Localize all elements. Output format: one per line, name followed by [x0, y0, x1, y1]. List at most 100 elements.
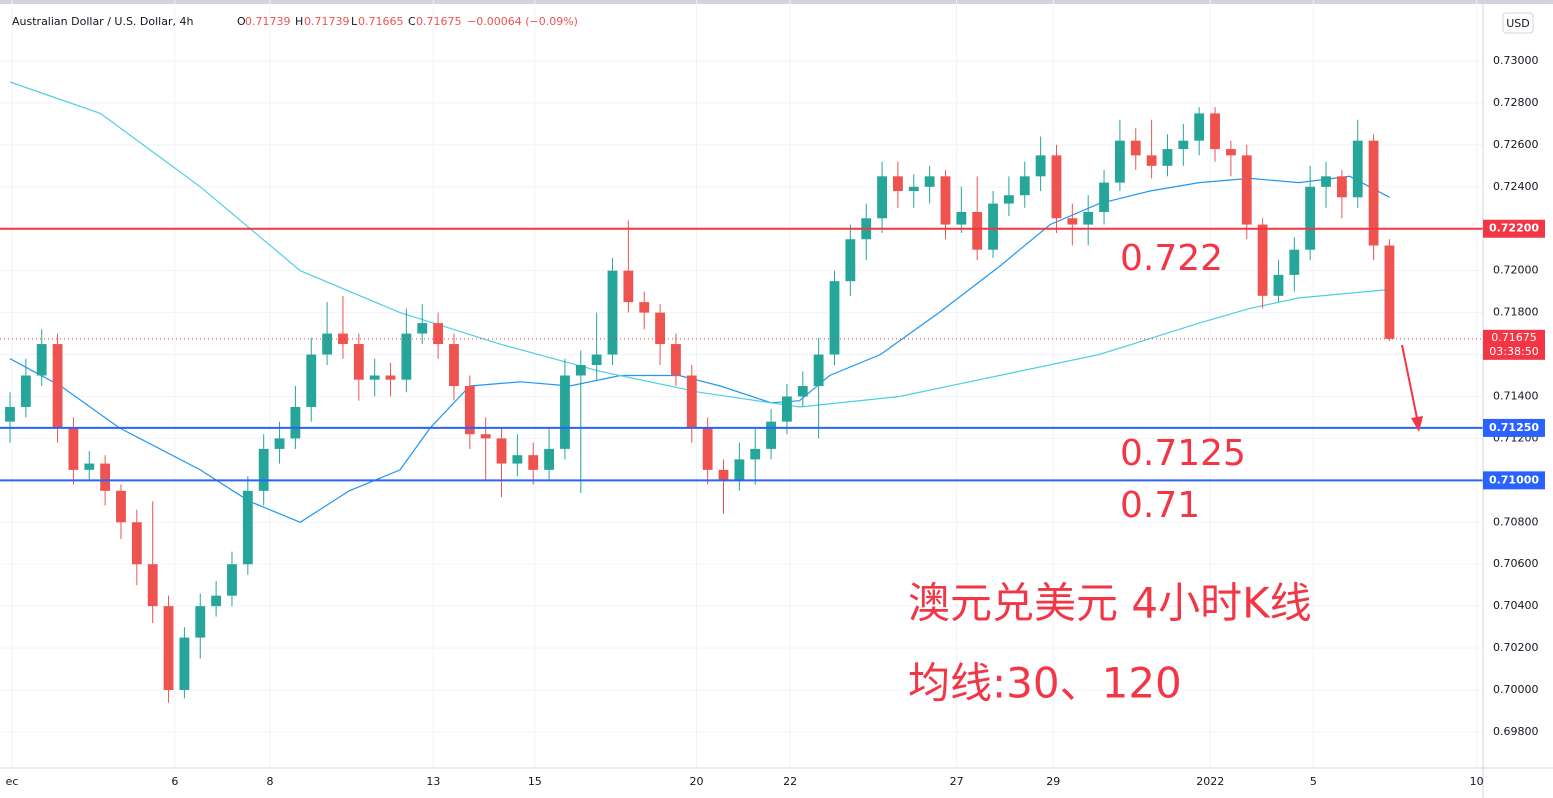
candle-body: [1241, 155, 1252, 225]
candle-body: [369, 375, 380, 380]
y-tick-label: 0.72800: [1493, 96, 1539, 109]
price-label-box: [1483, 219, 1545, 238]
ohlc-label: H: [295, 15, 303, 28]
candle-body: [258, 448, 269, 491]
candle-body: [1019, 176, 1030, 196]
candle-body: [1178, 140, 1189, 150]
candle-body: [893, 176, 903, 192]
candle-body: [924, 176, 935, 187]
candle-body: [702, 427, 713, 470]
candle-body: [1130, 140, 1141, 156]
candle-body: [655, 312, 665, 345]
annotation: 均线:30、120: [908, 659, 1182, 708]
candle-body: [195, 606, 206, 638]
annotation: 0.7125: [1120, 433, 1246, 474]
ohlc-value: 0.71675: [416, 15, 462, 28]
candle-body: [290, 406, 301, 439]
arrow-head: [1411, 416, 1423, 432]
candle-body: [623, 270, 634, 303]
candle-body: [385, 375, 396, 380]
last-price-box: [1483, 329, 1545, 360]
candle-body: [20, 375, 31, 407]
candle-body: [131, 522, 142, 565]
ohlc-value: 0.71739: [304, 15, 350, 28]
candle-body: [322, 333, 333, 355]
candle-body: [1194, 113, 1205, 141]
candle-body: [813, 354, 824, 386]
candle-body: [972, 211, 983, 250]
candle-body: [1099, 182, 1109, 212]
candle-body: [607, 270, 618, 355]
candle-body: [1336, 176, 1347, 198]
chart-title: Australian Dollar / U.S. Dollar, 4h: [12, 15, 193, 28]
candle-body: [417, 323, 428, 334]
candle-body: [829, 281, 840, 355]
y-tick-label: 0.70800: [1493, 515, 1539, 528]
candle-body: [1210, 113, 1220, 150]
candle-body: [480, 434, 491, 439]
x-tick-label: 5: [1310, 775, 1317, 788]
candle-body: [1003, 195, 1014, 204]
y-tick-label: 0.71800: [1493, 306, 1539, 319]
candle-body: [1051, 155, 1062, 219]
candle-body: [766, 421, 776, 449]
currency-box: [1502, 12, 1534, 34]
price-label-box: [1483, 471, 1545, 490]
annotation: 澳元兑美元 4小时K线: [908, 579, 1312, 628]
candle-body: [877, 176, 887, 219]
candle-body: [1352, 140, 1363, 198]
candle-body: [5, 406, 15, 422]
price-label-box: [1483, 418, 1545, 437]
y-tick-label: 0.71400: [1493, 389, 1539, 402]
x-tick-label: 22: [783, 775, 797, 788]
candle-body: [1321, 176, 1331, 187]
candle-body: [544, 448, 555, 470]
ohlc-label: C: [408, 15, 416, 28]
candle-body: [797, 385, 808, 397]
top-border: [0, 0, 1553, 4]
candle-body: [496, 438, 507, 464]
candle-body: [242, 490, 253, 565]
y-tick-label: 0.73000: [1493, 54, 1539, 67]
y-tick-label: 0.70400: [1493, 599, 1539, 612]
x-tick-label: 13: [426, 775, 440, 788]
candle-body: [575, 365, 586, 376]
x-tick-label: 8: [267, 775, 274, 788]
candle-body: [988, 203, 998, 250]
y-tick-label: 0.69800: [1493, 725, 1539, 738]
x-tick-label: 2022: [1196, 775, 1224, 788]
candle-body: [1273, 274, 1284, 296]
ohlc-value: 0.71739: [245, 15, 291, 28]
candle-body: [845, 239, 856, 282]
y-tick-label: 0.70200: [1493, 641, 1539, 654]
candle-body: [84, 463, 95, 470]
y-tick-label: 0.72400: [1493, 180, 1539, 193]
ohlc-label: L: [351, 15, 358, 28]
candle-body: [433, 323, 444, 345]
candle-body: [591, 354, 602, 366]
candle-body: [639, 302, 650, 313]
annotations: 0.722 0.7125 0.71 澳元兑美元 4小时K线 均线:30、120: [908, 238, 1312, 708]
x-tick-label: 15: [528, 775, 542, 788]
candle-body: [1067, 218, 1078, 225]
candle-body: [1146, 155, 1157, 166]
candle-body: [100, 463, 111, 491]
candle-body: [401, 333, 412, 380]
candle-body: [163, 606, 174, 691]
price-label: 0.72200: [1489, 222, 1539, 235]
candle-body: [686, 375, 697, 428]
candle-body: [1225, 149, 1236, 156]
candle-body: [512, 455, 523, 464]
moving-average: [9, 175, 1390, 523]
candle-body: [782, 396, 792, 422]
candle-body: [211, 595, 222, 607]
candle-body: [908, 186, 919, 192]
annotation: 0.722: [1120, 238, 1223, 279]
currency: USD: [1506, 17, 1530, 30]
x-tick-label: 20: [690, 775, 704, 788]
candle-body: [179, 637, 190, 691]
x-tick-label: 6: [171, 775, 178, 788]
axes: 0.69800 0.70000 0.70200 0.70400 0.70600 0.708…: [6, 54, 1545, 788]
candle-body: [560, 375, 570, 449]
